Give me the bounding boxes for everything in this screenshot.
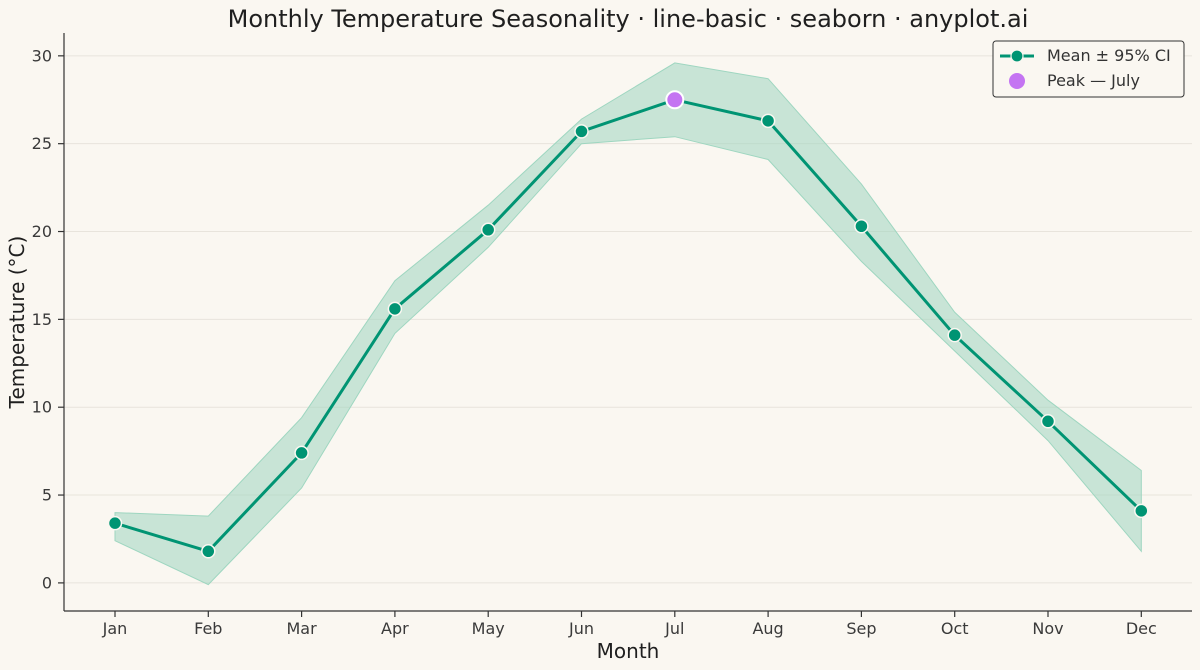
legend-peak-marker (1009, 73, 1025, 89)
ci-band (114, 62, 1142, 586)
y-tick-label: 20 (32, 222, 52, 241)
x-tick-label: Nov (1032, 619, 1063, 638)
data-point (574, 124, 589, 139)
series-line (114, 98, 1143, 553)
y-axis-label: Temperature (°C) (5, 236, 29, 410)
y-tick-label: 30 (32, 46, 52, 65)
data-point (854, 219, 869, 234)
x-tick-label: Jun (568, 619, 594, 638)
x-tick-label: Feb (194, 619, 222, 638)
peak-point (665, 90, 685, 110)
legend-series-label: Mean ± 95% CI (1047, 46, 1171, 65)
mean-line (114, 98, 1143, 553)
x-tick-label: Mar (287, 619, 318, 638)
legend-point-marker (1010, 49, 1024, 63)
y-tick-label: 25 (32, 134, 52, 153)
x-tick-label: May (472, 619, 505, 638)
x-ticks: Jan Feb Mar Apr May Jun Jul Aug Sep Oct Nov Dec (102, 611, 1157, 638)
x-tick-label: Sep (846, 619, 876, 638)
legend-box (992, 40, 1185, 98)
legend: Mean ± 95% CI Peak — July (992, 40, 1185, 98)
data-point (760, 113, 776, 129)
data-point (1040, 414, 1056, 429)
data-point (201, 544, 216, 559)
y-tick-label: 15 (32, 310, 52, 329)
data-points (107, 90, 1149, 559)
x-tick-label: Oct (941, 619, 969, 638)
y-ticks: 0 5 10 15 20 25 30 (32, 46, 64, 592)
x-tick-label: Apr (381, 619, 409, 638)
data-point (387, 301, 403, 317)
legend-peak-label: Peak — July (1047, 71, 1140, 90)
x-axis-label: Month (597, 639, 660, 663)
data-point (294, 445, 309, 461)
y-tick-label: 10 (32, 398, 52, 417)
data-point (107, 515, 123, 531)
chart-title: Monthly Temperature Seasonality · line-b… (228, 5, 1029, 33)
x-tick-label: Aug (752, 619, 783, 638)
confidence-band (114, 62, 1142, 586)
axes (63, 33, 1192, 612)
x-tick-label: Jul (664, 619, 684, 638)
x-tick-label: Jan (102, 619, 128, 638)
x-tick-label: Dec (1126, 619, 1157, 638)
y-tick-label: 0 (42, 573, 52, 592)
data-point (480, 222, 496, 238)
y-tick-label: 5 (42, 486, 52, 505)
data-point (947, 327, 962, 343)
data-point (1134, 503, 1149, 519)
